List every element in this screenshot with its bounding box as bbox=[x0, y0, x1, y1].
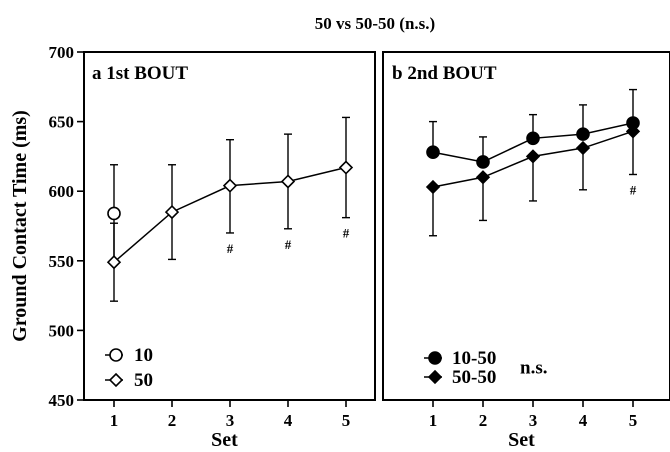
legend-10-marker bbox=[109, 348, 123, 362]
panel-b-x-tick-label: 4 bbox=[579, 411, 588, 430]
panel-b-frame bbox=[382, 51, 670, 401]
panel-a: a 1st BOUT 1 2 3 4 5 Set 450 500 550 600 650 700 Grou… bbox=[9, 43, 376, 451]
legend-10-label: 10 bbox=[134, 345, 153, 366]
panel-a-x-tick-label: 4 bbox=[284, 411, 293, 430]
series-50-point bbox=[280, 174, 296, 189]
panel-b-x-axis-label: Set bbox=[508, 429, 535, 451]
legend-50-marker bbox=[108, 372, 124, 388]
series-50-point bbox=[106, 255, 122, 270]
legend-50-50-label: 50-50 bbox=[452, 367, 496, 388]
series-50-50-point bbox=[525, 149, 541, 164]
series-50-50-point bbox=[425, 179, 441, 195]
panel-a-y-tick-label: 550 bbox=[49, 252, 75, 271]
panel-a-y-tick-label: 600 bbox=[49, 182, 75, 201]
panel-a-x-tick-label: 5 bbox=[342, 411, 351, 430]
panel-a-significance-mark: # bbox=[343, 226, 350, 241]
series-50-point bbox=[338, 160, 354, 175]
panel-a-significance-mark: # bbox=[285, 237, 292, 252]
panel-a-y-tick-label: 500 bbox=[49, 321, 75, 340]
series-10-50-point bbox=[476, 155, 490, 169]
panel-a-label: a 1st BOUT bbox=[92, 63, 188, 84]
panel-b-significance-mark: # bbox=[630, 182, 637, 197]
series-50-50-point bbox=[475, 170, 491, 185]
panel-a-y-tick-label: 450 bbox=[49, 391, 75, 410]
legend-50-label: 50 bbox=[134, 370, 153, 391]
series-50-point bbox=[164, 204, 180, 220]
series-10-50-point bbox=[526, 131, 540, 146]
panel-a-significance-mark: # bbox=[227, 241, 234, 256]
panel-b-x-tick-label: 3 bbox=[529, 411, 538, 430]
series-10-50-point bbox=[426, 145, 440, 160]
series-50-50-point bbox=[575, 140, 591, 156]
panel-a-x-tick-label: 3 bbox=[226, 411, 235, 430]
legend-note: n.s. bbox=[520, 358, 547, 379]
series-10-point bbox=[107, 206, 121, 221]
legend-50-50-marker bbox=[427, 369, 443, 385]
panel-a-y-tick-label: 650 bbox=[49, 113, 75, 132]
panel-a-x-axis-label: Set bbox=[211, 429, 238, 451]
panel-b-label: b 2nd BOUT bbox=[392, 63, 497, 84]
series-10-50-point bbox=[576, 127, 590, 141]
panel-a-y-tick-label: 700 bbox=[49, 43, 75, 62]
panel-b-x-tick-label: 2 bbox=[479, 411, 488, 430]
legend-10-50-label: 10-50 bbox=[452, 348, 496, 369]
series-50-point bbox=[222, 178, 238, 193]
legend-10-50-marker bbox=[428, 351, 442, 365]
series-50-50-point bbox=[625, 124, 641, 139]
panel-b-x-tick-label: 5 bbox=[629, 411, 638, 430]
panel-a-x-tick-label: 1 bbox=[110, 411, 119, 430]
panel-b-x-tick-label: 1 bbox=[429, 411, 438, 430]
panel-a-x-tick-label: 2 bbox=[168, 411, 177, 430]
y-axis-label: Ground Contact Time (ms) bbox=[9, 110, 31, 342]
figure-title: 50 vs 50-50 (n.s.) bbox=[315, 14, 435, 33]
